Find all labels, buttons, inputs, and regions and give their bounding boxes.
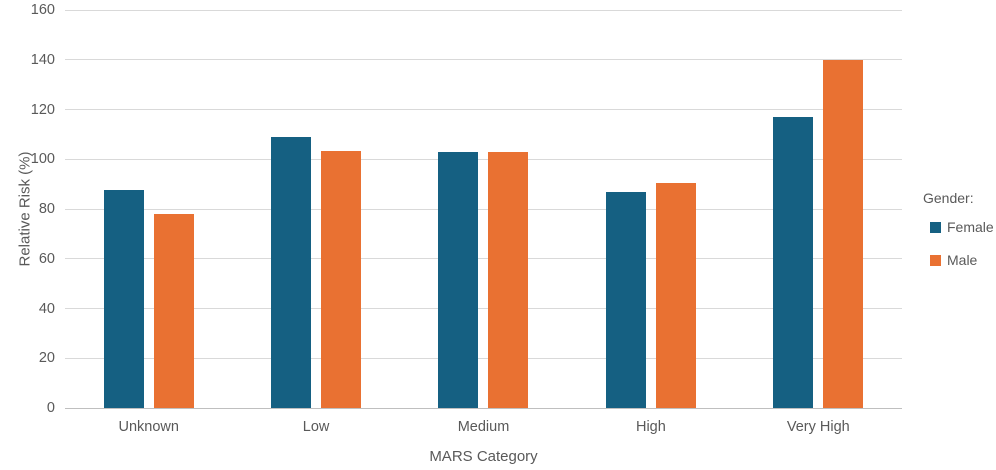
y-tick-label-140: 140 [30,51,55,68]
gridline-80 [65,208,902,210]
x-tick-label-very-high: Very High [786,419,850,435]
y-tick-label-160: 160 [30,2,55,18]
gridline-140 [65,59,902,61]
legend-label-male: Male [947,252,978,268]
y-tick-label-0: 0 [46,400,55,416]
bar-group-very-high [735,10,902,408]
legend: Gender: Female Male [921,190,994,285]
legend-swatch-female-icon [930,221,941,233]
x-tick-label-unknown: Unknown [118,419,179,435]
bar-group-high [567,10,734,408]
bar-group-unknown [65,10,232,408]
bar-female-unknown [103,190,144,408]
legend-title: Gender: [923,190,974,206]
bar-group-low [232,10,399,408]
x-tick-label-medium: Medium [457,419,510,435]
legend-swatch-male-icon [930,254,941,266]
legend-item-male: Male [921,252,994,268]
y-tick-label-40: 40 [38,300,55,317]
y-tick-label-60: 60 [38,250,55,267]
x-tick-label-low: Low [302,419,330,435]
legend-item-female: Female [921,219,994,235]
y-tick-label-100: 100 [30,151,55,168]
bar-male-very-high [823,59,864,408]
plot-area [65,9,902,409]
bar-female-low [271,136,312,408]
gridline-100 [65,158,902,160]
gridline-0 [65,407,902,409]
gridline-160 [65,9,902,11]
bar-male-high [655,182,696,408]
y-tick-label-120: 120 [30,101,55,118]
bar-female-very-high [773,116,814,408]
bar-male-low [321,150,362,408]
gridline-60 [65,258,902,260]
gridline-120 [65,109,902,110]
bar-male-medium [488,151,529,408]
x-tick-label-high: High [635,419,666,435]
bar-female-medium [438,151,479,408]
y-tick-label-20: 20 [38,350,55,367]
gridline-20 [65,357,902,359]
bar-female-high [605,191,646,408]
bar-male-unknown [153,213,194,408]
x-axis-title: MARS Category [429,448,538,465]
legend-label-female: Female [947,219,994,235]
gridline-40 [65,308,902,309]
y-tick-label-80: 80 [38,201,55,217]
bar-group-medium [400,10,567,408]
